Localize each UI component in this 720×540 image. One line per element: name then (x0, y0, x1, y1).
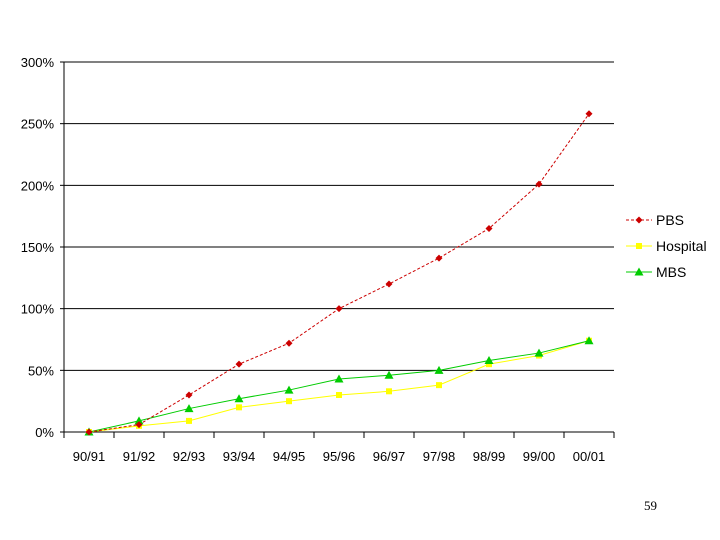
data-point (235, 360, 243, 368)
data-point (535, 180, 543, 188)
data-point (484, 355, 494, 364)
y-tick-labels: 0% 50% 100% 150% 200% 250% 300% (21, 55, 55, 440)
legend: PBS Hospital MBS (621, 201, 713, 286)
data-point (135, 421, 143, 429)
data-point (335, 305, 343, 313)
series-line (88, 113, 590, 433)
data-point (436, 382, 442, 389)
data-point (236, 404, 242, 411)
y-tick-label: 150% (21, 240, 55, 255)
y-tick-label: 100% (21, 302, 55, 317)
legend-label: MBS (656, 264, 686, 280)
data-point (85, 428, 93, 436)
legend-entry: MBS (626, 264, 686, 280)
series-mbs (84, 336, 594, 436)
legend-entry: PBS (626, 212, 684, 228)
legend-label: PBS (656, 212, 684, 228)
data-point (234, 394, 244, 403)
series-hospital (86, 337, 592, 435)
data-point (386, 388, 392, 395)
series-line (88, 340, 590, 433)
legend-marker (635, 216, 643, 224)
legend-marker (634, 267, 644, 276)
data-point (285, 339, 293, 347)
series (84, 110, 594, 436)
data-point (385, 280, 393, 288)
y-tick-label: 250% (21, 117, 55, 132)
data-point (585, 110, 593, 118)
x-tick-label: 93/94 (223, 449, 256, 464)
data-point (134, 416, 144, 425)
data-point (284, 385, 294, 394)
x-tick-label: 90/91 (73, 449, 106, 464)
y-tick-label: 300% (21, 55, 55, 70)
series-pbs (85, 110, 593, 436)
series-line (88, 340, 590, 433)
data-point (486, 361, 492, 368)
data-point (434, 365, 444, 374)
x-tick-label: 94/95 (273, 449, 306, 464)
data-point (286, 398, 292, 405)
data-point (584, 336, 594, 345)
x-tick-label: 92/93 (173, 449, 206, 464)
data-point (185, 391, 193, 399)
legend-entry: Hospital (626, 238, 707, 254)
x-tick-label: 99/00 (523, 449, 556, 464)
x-tick-label: 91/92 (123, 449, 156, 464)
data-point (184, 404, 194, 413)
data-point (384, 370, 394, 379)
legend-label: Hospital (656, 238, 707, 254)
x-tick-label: 97/98 (423, 449, 456, 464)
axes (60, 61, 615, 438)
data-point (485, 225, 493, 232)
x-tick-label: 00/01 (573, 449, 606, 464)
data-point (334, 374, 344, 383)
y-tick-label: 0% (35, 425, 54, 440)
x-tick-labels: 90/91 91/92 92/93 93/94 94/95 95/96 96/97 97/98… (73, 449, 606, 464)
y-tick-label: 200% (21, 178, 55, 193)
gridlines (64, 61, 614, 371)
data-point (534, 348, 544, 357)
legend-marker (636, 243, 642, 249)
x-tick-label: 98/99 (473, 449, 506, 464)
x-tick-label: 96/97 (373, 449, 406, 464)
data-point (336, 392, 342, 398)
y-tick-label: 50% (28, 363, 54, 378)
page-number: 59 (644, 498, 657, 513)
data-point (186, 417, 192, 424)
data-point (435, 254, 443, 262)
x-tick-label: 95/96 (323, 449, 356, 464)
